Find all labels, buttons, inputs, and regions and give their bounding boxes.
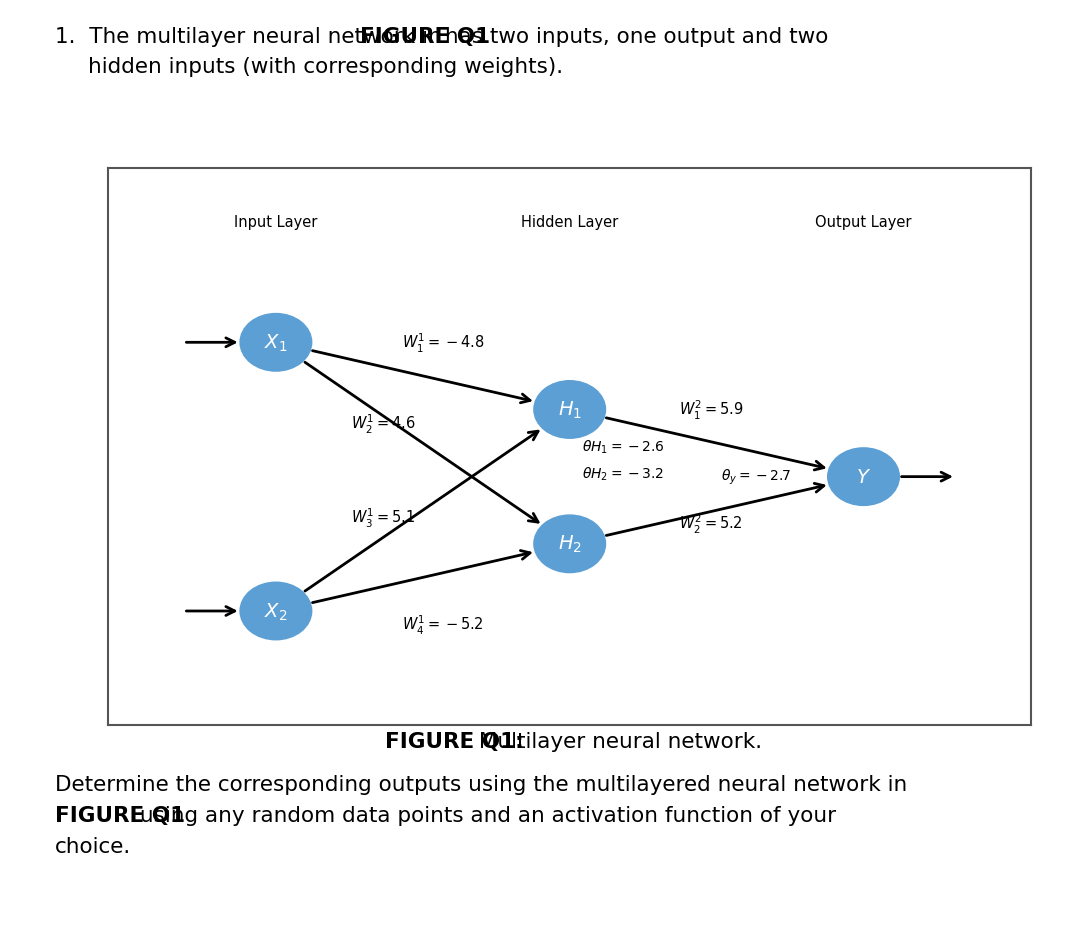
Circle shape bbox=[828, 449, 899, 505]
Text: Multilayer neural network.: Multilayer neural network. bbox=[472, 731, 762, 752]
Text: FIGURE Q1: FIGURE Q1 bbox=[55, 805, 185, 826]
Text: $W_1^2 = 5.9$: $W_1^2 = 5.9$ bbox=[679, 399, 743, 421]
Text: Determine the corresponding outputs using the multilayered neural network in: Determine the corresponding outputs usin… bbox=[55, 774, 907, 794]
Text: choice.: choice. bbox=[55, 836, 132, 856]
Circle shape bbox=[535, 516, 605, 573]
Text: $W_4^1 = -5.2$: $W_4^1 = -5.2$ bbox=[402, 613, 484, 636]
Text: using any random data points and an activation function of your: using any random data points and an acti… bbox=[133, 805, 836, 826]
Text: FIGURE Q1: FIGURE Q1 bbox=[361, 27, 490, 47]
Circle shape bbox=[241, 314, 311, 371]
Text: FIGURE Q1:: FIGURE Q1: bbox=[386, 731, 524, 752]
Text: $W_2^1 = 4.6$: $W_2^1 = 4.6$ bbox=[351, 412, 416, 435]
Text: $\theta H_2 = -3.2$: $\theta H_2 = -3.2$ bbox=[582, 465, 664, 482]
Text: $H_2$: $H_2$ bbox=[557, 534, 582, 555]
Text: $W_2^2 = 5.2$: $W_2^2 = 5.2$ bbox=[679, 513, 742, 535]
Text: $H_1$: $H_1$ bbox=[557, 400, 582, 420]
Text: Output Layer: Output Layer bbox=[815, 214, 912, 229]
Text: $W_1^1 = -4.8$: $W_1^1 = -4.8$ bbox=[402, 331, 484, 355]
Text: $\theta_y = -2.7$: $\theta_y = -2.7$ bbox=[720, 467, 792, 487]
Circle shape bbox=[241, 583, 311, 639]
Text: $Y$: $Y$ bbox=[856, 468, 872, 487]
Text: 1.  The multilayer neural network in: 1. The multilayer neural network in bbox=[55, 27, 448, 47]
Text: has two inputs, one output and two: has two inputs, one output and two bbox=[438, 27, 828, 47]
Text: hidden inputs (with corresponding weights).: hidden inputs (with corresponding weight… bbox=[87, 57, 563, 77]
Text: Hidden Layer: Hidden Layer bbox=[521, 214, 619, 229]
Text: $\theta H_1 = -2.6$: $\theta H_1 = -2.6$ bbox=[582, 438, 665, 456]
Text: $W_3^1 = 5.1$: $W_3^1 = 5.1$ bbox=[351, 505, 416, 529]
Text: Input Layer: Input Layer bbox=[234, 214, 318, 229]
Text: $X_1$: $X_1$ bbox=[265, 332, 287, 354]
Text: $X_2$: $X_2$ bbox=[265, 601, 287, 622]
Circle shape bbox=[535, 382, 605, 438]
